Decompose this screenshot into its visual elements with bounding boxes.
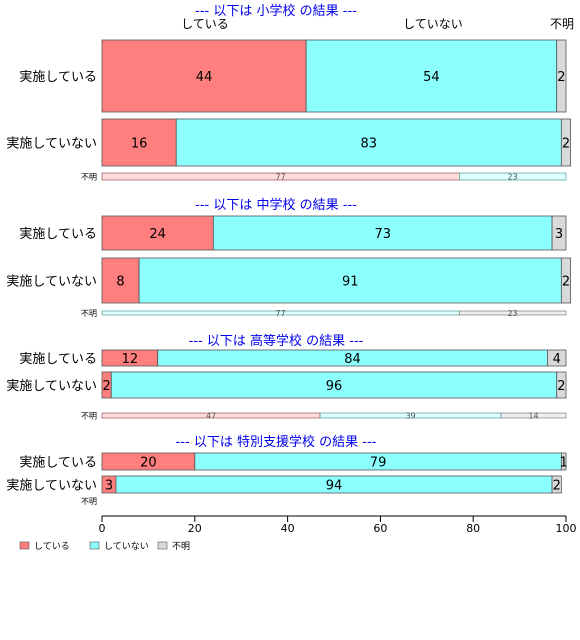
data-label: 77 (276, 309, 286, 318)
legend-swatch (19, 541, 30, 550)
data-label: 3 (105, 479, 113, 494)
legend-swatch (89, 541, 100, 550)
x-tick-label: 60 (373, 522, 387, 535)
data-label: 14 (528, 412, 538, 421)
bar-segment (138, 257, 562, 304)
legend-label: 不明 (172, 541, 190, 552)
bar-segment (547, 349, 567, 367)
data-label: 2 (102, 379, 110, 394)
legend-swatch (157, 541, 168, 550)
data-label: 2 (562, 275, 570, 290)
data-label: 16 (131, 137, 148, 152)
data-label: 83 (361, 137, 378, 152)
data-label: 44 (196, 70, 213, 85)
bar-segment (212, 215, 553, 251)
bar-segment (175, 118, 562, 167)
row-label: 実施している (19, 69, 97, 85)
data-label: 73 (374, 227, 391, 242)
x-tick-label: 0 (99, 522, 106, 535)
row-label: 不明 (81, 309, 97, 318)
bar-segment (305, 39, 558, 113)
bar-segment (556, 39, 567, 113)
row-label: 実施していない (6, 478, 97, 494)
bar-segment (551, 475, 562, 494)
row-label: 実施している (19, 351, 97, 367)
row-label: 実施していない (6, 136, 97, 152)
column-header-label: していない (403, 17, 463, 31)
data-label: 2 (553, 479, 561, 494)
column-header-label: 不明 (550, 17, 574, 31)
bar-segment (500, 412, 567, 419)
bar-segment (110, 371, 558, 399)
data-label: 96 (326, 379, 343, 394)
data-label: 3 (555, 227, 563, 242)
row-label: 実施している (19, 226, 97, 242)
x-tick-label: 100 (556, 522, 577, 535)
data-label: 79 (370, 456, 387, 471)
bar-segment (551, 215, 567, 251)
data-label: 94 (326, 479, 343, 494)
row-label: 実施している (19, 455, 97, 471)
data-label: 20 (140, 456, 157, 471)
data-label: 2 (557, 70, 565, 85)
data-label: 2 (562, 137, 570, 152)
bar-segment (101, 39, 307, 113)
row-label: 不明 (81, 497, 97, 506)
x-tick-label: 80 (466, 522, 480, 535)
data-label: 23 (508, 173, 518, 182)
data-label: 1 (560, 456, 568, 471)
data-label: 8 (116, 275, 124, 290)
data-label: 23 (508, 309, 518, 318)
group-title: --- 以下は 小学校 の結果 --- (195, 3, 357, 19)
bar-segment (101, 215, 214, 251)
legend-label: している (34, 541, 70, 552)
x-tick-label: 20 (188, 522, 202, 535)
bar-segment (458, 310, 567, 316)
data-label: 54 (423, 70, 440, 85)
group-title: --- 以下は 特別支援学校 の結果 --- (176, 434, 377, 450)
group-title: --- 以下は 中学校 の結果 --- (195, 197, 357, 213)
row-label: 実施していない (6, 274, 97, 290)
data-label: 12 (122, 352, 139, 367)
data-label: 4 (553, 352, 561, 367)
x-tick-label: 40 (281, 522, 295, 535)
bar-segment (560, 118, 572, 167)
data-label: 47 (206, 412, 216, 421)
data-label: 2 (557, 379, 565, 394)
bar-segment (458, 172, 567, 181)
data-label: 77 (276, 173, 286, 182)
group-title: --- 以下は 高等学校 の結果 --- (189, 333, 364, 349)
bar-segment (101, 257, 140, 304)
row-label: 不明 (81, 412, 97, 421)
data-label: 84 (344, 352, 361, 367)
bar-segment (556, 371, 567, 399)
data-label: 24 (149, 227, 166, 242)
legend-label: していない (104, 541, 149, 552)
bar-segment (560, 257, 572, 304)
row-label: 不明 (81, 173, 97, 182)
column-header-label: している (181, 17, 229, 31)
row-label: 実施していない (6, 378, 97, 394)
data-label: 39 (405, 412, 415, 421)
bar-segment (560, 452, 567, 471)
data-label: 91 (342, 275, 359, 290)
